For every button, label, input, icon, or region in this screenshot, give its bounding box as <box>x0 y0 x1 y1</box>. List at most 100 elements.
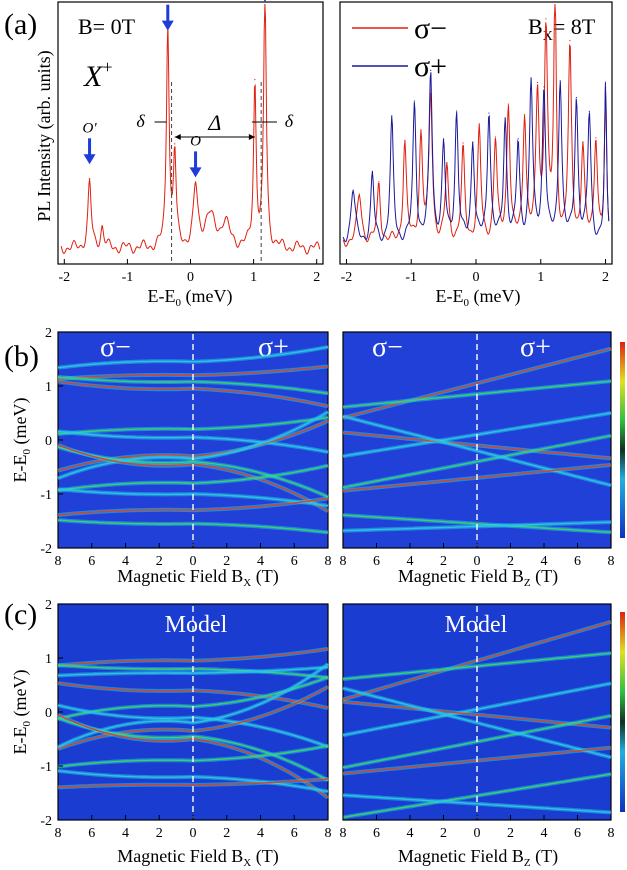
x-tick-label-b-right-1: 6 <box>373 554 380 569</box>
delta-small-label-6: δ <box>285 111 294 131</box>
x-tick-label-c-right-1: 6 <box>373 826 380 841</box>
x-tick-label-b-right-3: 2 <box>440 554 447 569</box>
annotation-arrow-head-3 <box>189 167 202 178</box>
title-c-left: Model <box>165 612 228 638</box>
peak-point-a-left-0-0 <box>88 178 91 180</box>
x-tick-label-c-left-3: 2 <box>156 826 163 841</box>
peak-point-a-left-0-3 <box>174 143 176 145</box>
y-tick-label-c-left-1: -1 <box>40 760 52 775</box>
peak-point-a-right-1-11 <box>530 77 532 79</box>
peak-point-a-right-1-5 <box>443 138 445 140</box>
peak-point-a-right-0-16 <box>595 137 597 139</box>
band-line-c-right-5 <box>342 687 612 759</box>
band-line-b-left-12 <box>57 497 329 516</box>
colorbar-c <box>620 612 625 812</box>
peak-point-a-right-0-6 <box>462 142 464 144</box>
chart-a-right: BX= 8T σ− σ+ E-E0 (meV) -2 -1 0 1 2 <box>339 1 613 309</box>
x-tick-label-a-right-0: -2 <box>341 270 353 285</box>
peak-point-a-right-1-8 <box>488 112 490 114</box>
chart-b-left: σ− σ+ E-E0 (meV) Magnetic Field BX (T) 8… <box>10 326 332 589</box>
peak-point-a-right-1-7 <box>472 141 474 143</box>
x-tick-label-b-right-7: 6 <box>574 554 581 569</box>
peak-point-a-right-1-3 <box>413 100 416 102</box>
x-tick-label-c-right-0: 8 <box>340 826 347 841</box>
peak-point-a-right-1-2 <box>391 115 393 117</box>
x-tick-label-b-right-8: 8 <box>608 554 615 569</box>
x-label-c-right: Magnetic Field BZ (T) <box>398 846 558 869</box>
x-tick-label-b-right-0: 8 <box>340 554 347 569</box>
colorbar-b <box>620 342 625 538</box>
band-line-b-right-0 <box>342 348 612 419</box>
x-tick-label-a-left-4: 2 <box>313 270 320 285</box>
y-tick-label-b-left-1: -1 <box>40 488 52 503</box>
x-tick-label-c-left-8: 8 <box>325 826 332 841</box>
species-sup: + <box>102 57 112 77</box>
peak-point-a-right-0-9 <box>507 103 509 105</box>
band-line-c-right-7 <box>342 773 612 818</box>
x-tick-label-a-left-2: 0 <box>187 270 194 285</box>
x-tick-label-b-left-1: 6 <box>88 554 95 569</box>
peak-point-a-left-0-5 <box>208 211 211 213</box>
series-line-a-right-1 <box>342 72 610 243</box>
band-line-b-right-7 <box>342 514 612 533</box>
overlay-b-right-sigma-minus: σ− <box>372 332 403 363</box>
panel-label-c: (c) <box>4 598 37 631</box>
title-a-right: BX= 8T <box>528 14 596 44</box>
y-tick-label-b-left-0: -2 <box>40 542 52 557</box>
x-tick-label-c-left-1: 6 <box>88 826 95 841</box>
x-label-a-left: E-E0 (meV) <box>148 286 233 309</box>
x-tick-label-c-right-4: 0 <box>474 826 481 841</box>
band-line-c-right-8 <box>342 794 612 814</box>
peak-point-a-right-0-2 <box>404 139 406 141</box>
x-tick-label-b-left-4: 0 <box>190 554 197 569</box>
peak-point-a-right-1-16 <box>604 81 607 83</box>
x-tick-label-b-left-7: 6 <box>291 554 298 569</box>
band-line-b-left-7 <box>57 446 329 498</box>
x-tick-label-c-left-2: 4 <box>122 826 129 841</box>
peak-point-a-left-0-8 <box>264 4 266 6</box>
peak-point-a-right-0-13 <box>554 4 556 6</box>
chart-c-right: Model Magnetic Field BZ (T) 8 6 4 2 0 2 4 6 8 <box>340 603 615 869</box>
peak-point-a-right-1-15 <box>588 110 590 112</box>
x-tick-label-b-right-6: 4 <box>541 554 548 569</box>
band-line-c-left-8 <box>57 663 329 748</box>
title-c-right: Model <box>445 612 508 638</box>
overlay-b-right-sigma-plus: σ+ <box>520 332 551 363</box>
x-tick-label-c-left-5: 2 <box>223 826 230 841</box>
x-tick-label-b-left-5: 2 <box>223 554 230 569</box>
x-label-b-left: Magnetic Field BX (T) <box>117 566 278 589</box>
species-label: X+ <box>83 57 112 93</box>
x-tick-label-c-right-3: 2 <box>440 826 447 841</box>
x-tick-label-a-right-4: 2 <box>602 270 609 285</box>
annotation-arrow-head-0 <box>161 20 174 31</box>
peak-point-a-right-0-12 <box>545 18 547 20</box>
annotation-o-label: O <box>190 133 201 149</box>
x-label-a-right: E-E0 (meV) <box>436 286 521 309</box>
y-tick-label-c-left-0: -2 <box>40 814 52 829</box>
peak-point-a-right-1-0 <box>352 190 354 192</box>
peak-point-a-right-0-10 <box>523 114 526 116</box>
x-tick-label-a-right-1: -1 <box>405 270 417 285</box>
y-tick-label-c-left-3: 1 <box>45 652 52 667</box>
y-tick-label-b-left-4: 2 <box>45 326 52 341</box>
peak-point-a-right-0-11 <box>536 81 539 84</box>
peak-point-a-right-0-3 <box>420 129 422 131</box>
band-line-b-left-1 <box>57 376 329 395</box>
y-label-a: PL Intensity (arb. units) <box>34 50 55 221</box>
y-label-b: E-E0 (meV) <box>10 398 33 483</box>
peak-point-a-right-0-5 <box>446 161 448 164</box>
band-line-c-right-3 <box>342 701 612 729</box>
peak-point-a-right-1-6 <box>455 110 458 112</box>
annotation-arrow-head-1 <box>263 0 267 2</box>
x-tick-label-c-right-6: 4 <box>541 826 548 841</box>
x-tick-label-b-right-5: 2 <box>507 554 514 569</box>
x-tick-label-c-left-4: 0 <box>190 826 197 841</box>
x-tick-label-c-left-0: 8 <box>55 826 62 841</box>
series-line-a-left-0 <box>60 4 321 255</box>
y-tick-label-b-left-3: 1 <box>45 380 52 395</box>
x-tick-label-a-right-2: 0 <box>473 270 480 285</box>
x-tick-label-b-left-6: 4 <box>257 554 264 569</box>
delta-big-label: Δ <box>207 110 221 135</box>
x-tick-label-b-left-8: 8 <box>325 554 332 569</box>
